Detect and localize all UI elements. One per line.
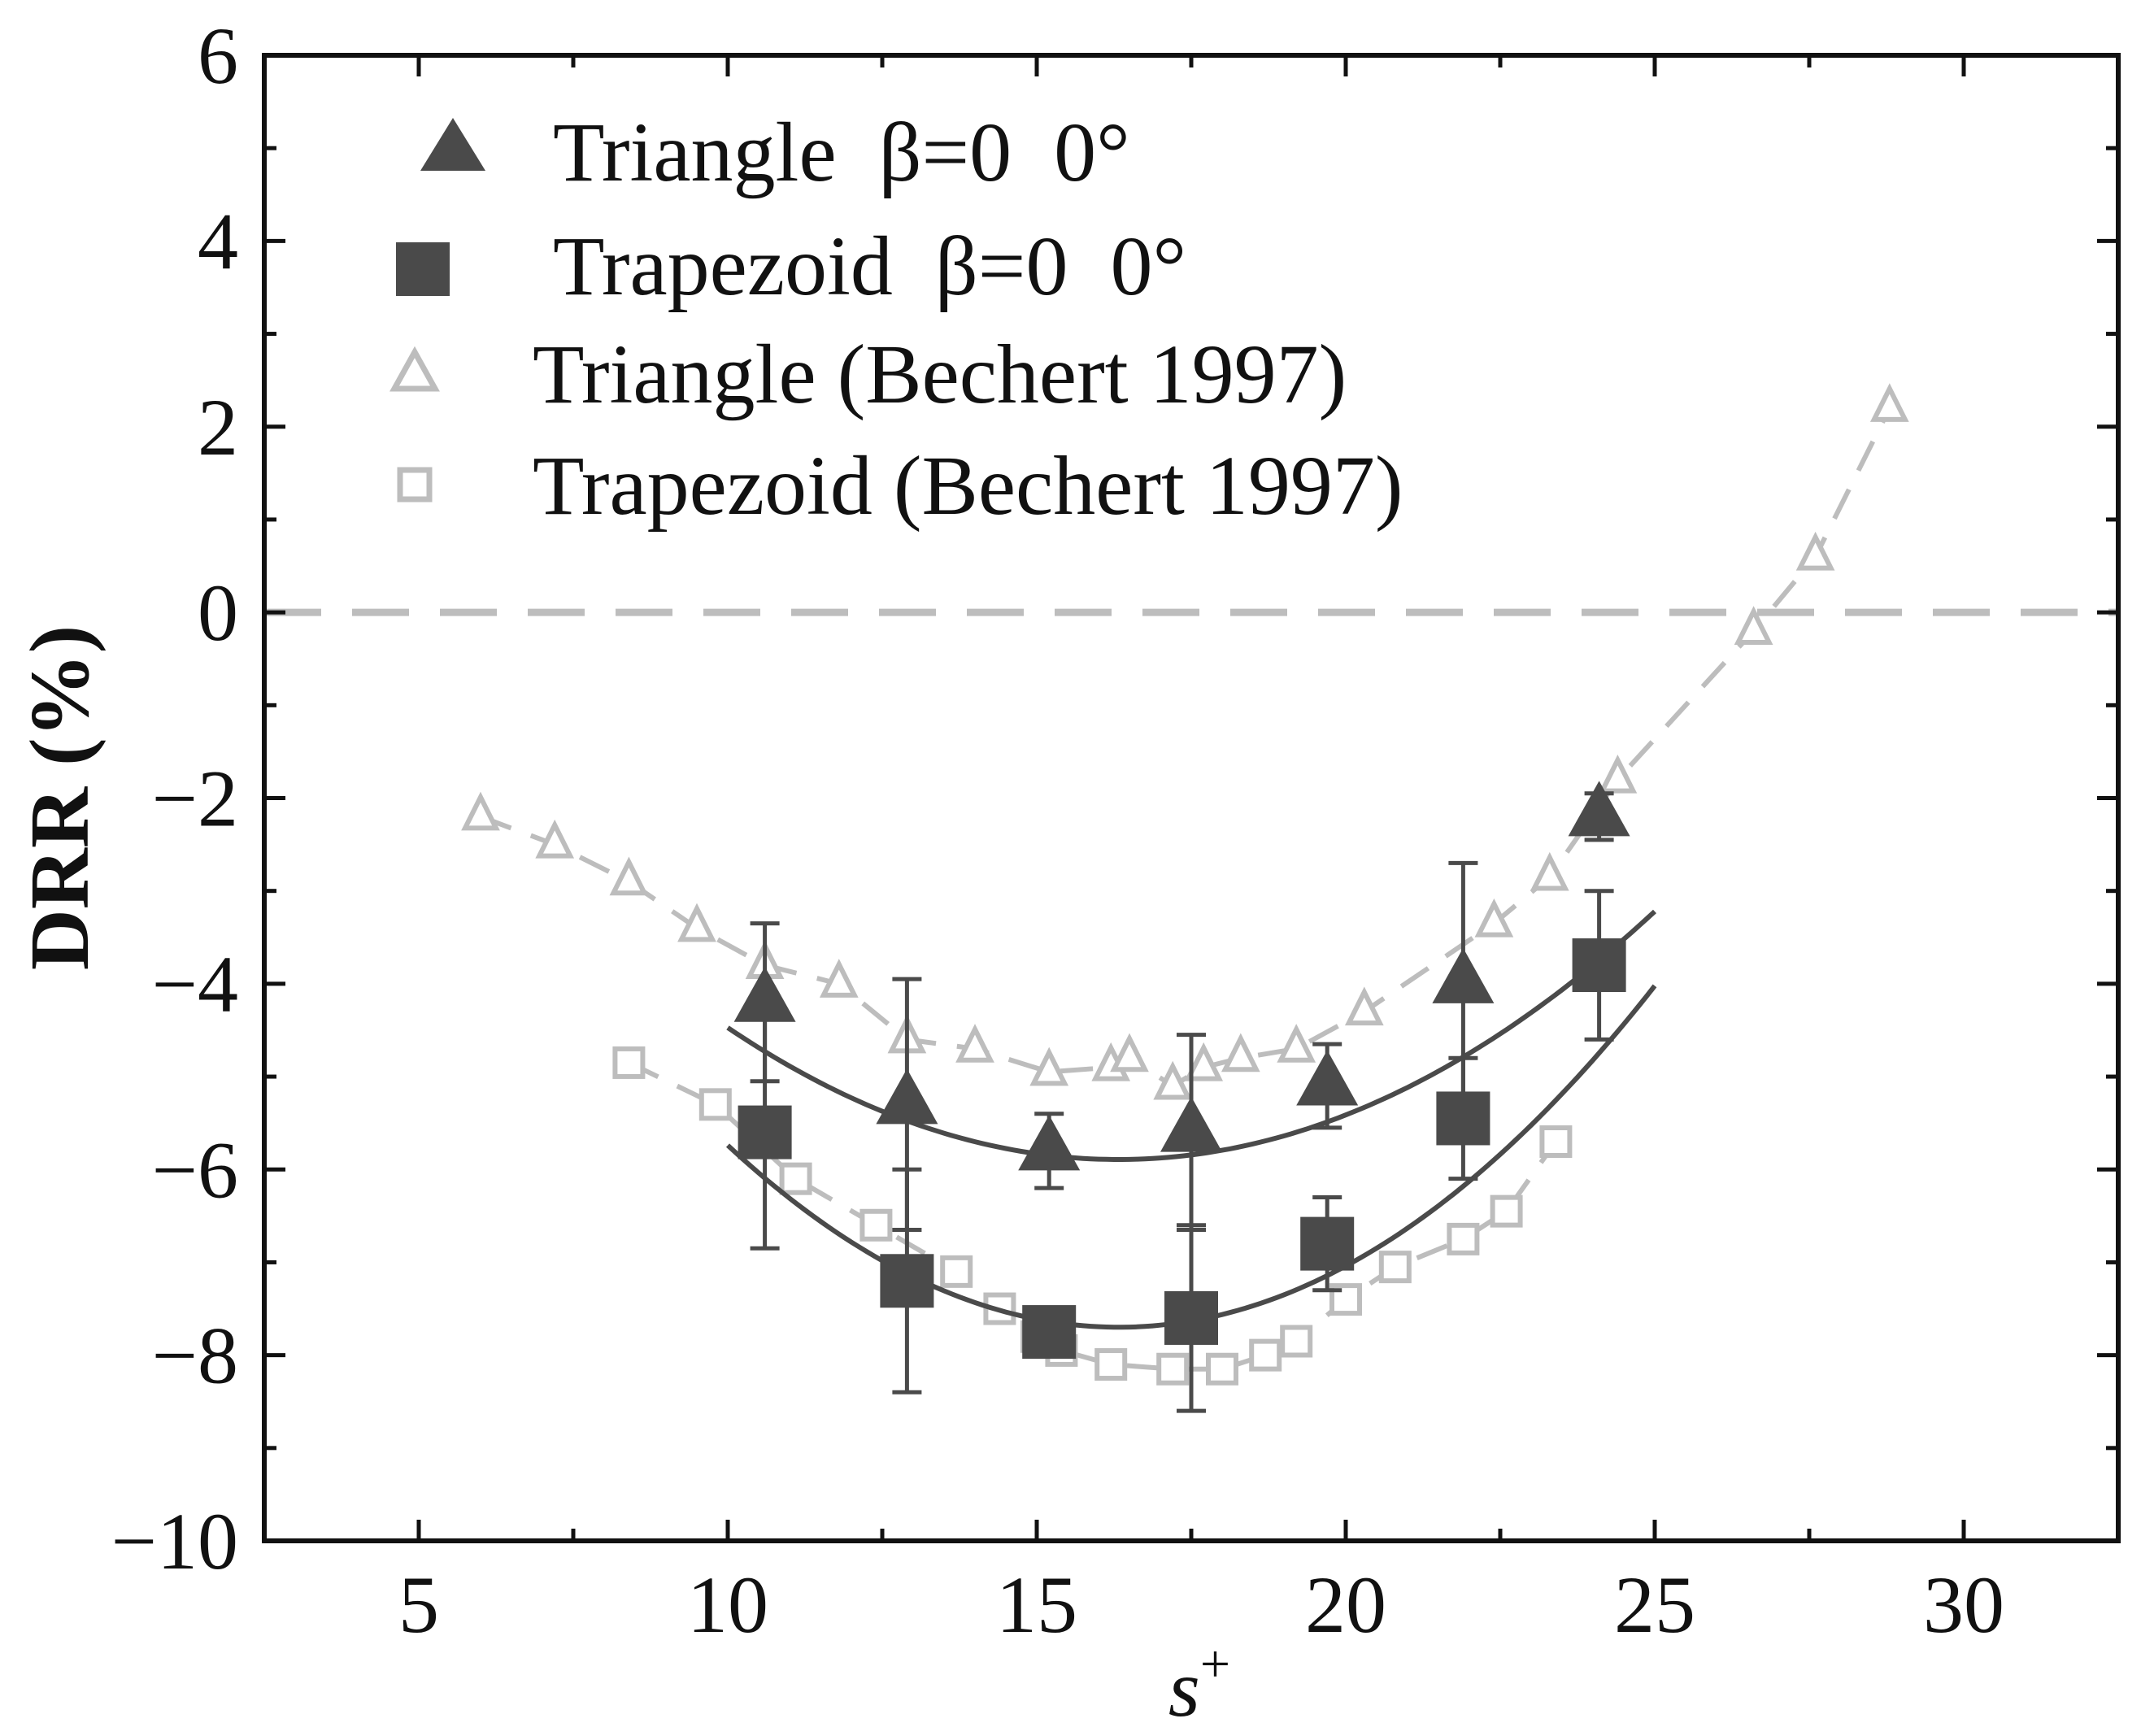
filled-square-point (1436, 1091, 1490, 1146)
open-triangle-point (461, 791, 500, 831)
series-trapezoid-measured (725, 889, 1657, 1413)
y-axis-title: DRR (%) (13, 625, 107, 971)
open-square-point (1280, 1325, 1313, 1358)
legend-label-trapezoid-measured: Trapezoid β=0 0° (553, 220, 1186, 313)
filled-triangle-point (1018, 1115, 1081, 1171)
open-triangle-point (1869, 383, 1909, 422)
open-triangle-point (1110, 1033, 1149, 1072)
series-layer (461, 383, 1909, 1413)
legend-label-triangle-bechert: Triangle (Bechert 1997) (533, 328, 1347, 421)
filled-square-point (1022, 1305, 1077, 1360)
filled-square-point (880, 1254, 934, 1308)
open-triangle-point (1734, 606, 1773, 645)
legend-marker-open-square (397, 467, 433, 503)
legend-label-trapezoid-bechert: Trapezoid (Bechert 1997) (533, 439, 1403, 533)
legend-marker-open-triangle (389, 346, 440, 392)
open-triangle-point (609, 856, 649, 896)
x-tick-label: 30 (1923, 1560, 2004, 1650)
x-axis-title: s+ (1168, 1634, 1230, 1734)
open-square-point (940, 1255, 973, 1288)
open-triangle-point (1474, 898, 1514, 938)
filled-triangle-point (1296, 1050, 1359, 1106)
open-square-point (859, 1208, 893, 1242)
filled-triangle-point (1160, 1096, 1222, 1152)
open-triangle-point (1277, 1024, 1316, 1063)
open-triangle-point (1153, 1060, 1193, 1100)
open-triangle-point (535, 819, 575, 859)
x-axis-title-superscript: + (1200, 1634, 1230, 1694)
x-tick-label: 25 (1614, 1560, 1695, 1650)
legend-marker-filled-square (396, 242, 450, 296)
open-triangle-point (1795, 531, 1835, 571)
legend-entry-trapezoid-bechert: Trapezoid (Bechert 1997) (397, 439, 1403, 533)
legend-entry-trapezoid-measured: Trapezoid β=0 0° (396, 220, 1186, 313)
open-square-point (983, 1292, 1016, 1325)
x-tick-label: 15 (996, 1560, 1077, 1650)
filled-triangle-point (1568, 781, 1630, 837)
y-tick-label: 2 (198, 382, 238, 472)
series-triangle-measured (726, 781, 1657, 1232)
y-tick-label: 0 (198, 568, 238, 658)
filled-square-point (738, 1105, 792, 1160)
x-tick-label: 10 (687, 1560, 768, 1650)
open-triangle-point (1029, 1046, 1069, 1086)
legend-entry-triangle-measured: Triangle β=0 0° (420, 106, 1130, 199)
open-triangle-point (819, 959, 859, 998)
open-square-point (698, 1088, 732, 1121)
x-tick-label: 20 (1305, 1560, 1386, 1650)
legend: Triangle β=0 0° Trapezoid β=0 0° Triangl… (389, 106, 1403, 533)
y-tick-label: −10 (111, 1496, 238, 1586)
open-square-point (1447, 1222, 1480, 1255)
filled-triangle-point (1432, 947, 1495, 1003)
legend-label-triangle-measured: Triangle β=0 0° (553, 106, 1130, 199)
open-square-point (1094, 1348, 1128, 1381)
open-triangle-point (1530, 851, 1569, 891)
filled-square-point (1572, 938, 1626, 993)
open-square-point (1206, 1352, 1238, 1386)
open-square-point (612, 1046, 646, 1079)
y-tick-label: 6 (198, 11, 238, 101)
open-square-point (1539, 1125, 1573, 1158)
open-triangle-point (677, 903, 716, 942)
open-square-point (1249, 1338, 1282, 1372)
y-tick-label: −4 (152, 939, 238, 1029)
legend-entry-triangle-bechert: Triangle (Bechert 1997) (389, 328, 1347, 421)
filled-square-point (1300, 1216, 1355, 1271)
legend-marker-filled-triangle (420, 118, 485, 171)
open-square-point (1490, 1194, 1523, 1228)
x-tick-label: 5 (398, 1560, 439, 1650)
open-square-point (1156, 1352, 1190, 1386)
y-tick-label: −6 (152, 1125, 238, 1215)
filled-triangle-point (733, 966, 796, 1022)
filled-triangle-point (876, 1068, 938, 1125)
open-square-point (779, 1162, 812, 1195)
y-tick-label: −2 (152, 754, 238, 844)
open-triangle-point (1221, 1033, 1260, 1072)
y-tick-label: −8 (152, 1311, 238, 1401)
open-square-point (1378, 1251, 1412, 1284)
open-triangle-point (1598, 754, 1638, 794)
filled-square-point (1164, 1290, 1218, 1345)
y-tick-label: 4 (198, 196, 238, 286)
open-triangle-point (1344, 986, 1384, 1026)
open-triangle-point (955, 1024, 994, 1063)
open-triangle-point (1184, 1042, 1224, 1081)
x-axis-title-base: s (1168, 1643, 1200, 1734)
